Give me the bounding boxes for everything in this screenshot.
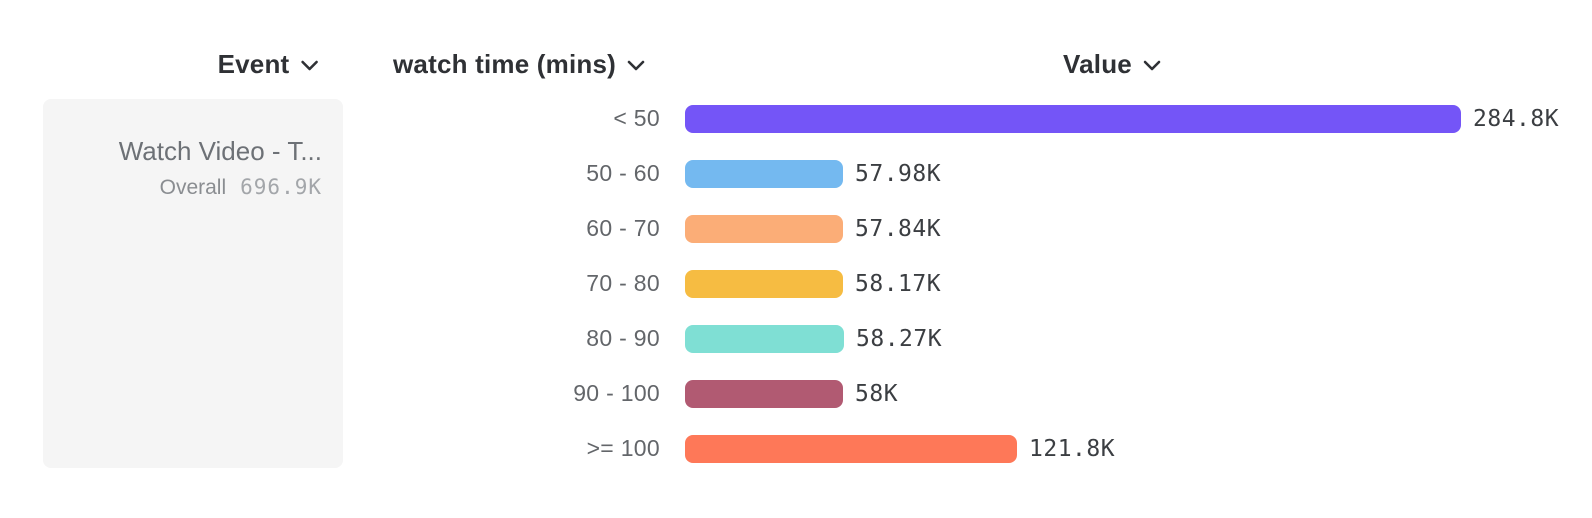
- bar-segment[interactable]: [685, 324, 844, 353]
- bar-chart-row: 60 - 70 57.84K: [0, 201, 941, 256]
- bar-chart-row: 70 - 80 58.17K: [0, 256, 941, 311]
- bucket-label: 80 - 90: [586, 325, 660, 351]
- bar-segment[interactable]: [685, 214, 843, 243]
- bucket-label: 60 - 70: [586, 215, 660, 241]
- bar-value-label: 58.27K: [856, 325, 943, 352]
- value-column-header[interactable]: Value: [1063, 49, 1161, 79]
- breakdown-column-label: watch time (mins): [393, 48, 616, 79]
- chevron-down-icon: [627, 60, 645, 71]
- bar-chart-row: 90 - 100 58K: [0, 366, 898, 421]
- bar-value-label: 121.8K: [1029, 435, 1116, 462]
- bucket-label: 90 - 100: [573, 380, 660, 406]
- bar-value-label: 58K: [855, 380, 899, 407]
- bar-chart-row: 80 - 90 58.27K: [0, 311, 942, 366]
- event-name: Watch Video - T...: [118, 136, 322, 166]
- bar-segment[interactable]: [685, 104, 1461, 133]
- event-column-label: Event: [217, 48, 290, 79]
- bucket-label: 70 - 80: [586, 270, 660, 296]
- bucket-label: < 50: [613, 105, 660, 131]
- event-column-header[interactable]: Event: [218, 49, 319, 79]
- bar-chart-row: 50 - 60 57.98K: [0, 146, 941, 201]
- bar-value-label: 57.84K: [855, 215, 942, 242]
- bar-segment[interactable]: [685, 159, 843, 188]
- bar-segment[interactable]: [685, 434, 1017, 463]
- breakdown-column-header[interactable]: watch time (mins): [393, 49, 645, 79]
- bar-value-label: 58.17K: [855, 270, 942, 297]
- overall-label: Overall: [159, 175, 227, 199]
- chevron-down-icon: [1143, 60, 1161, 71]
- bar-value-label: 284.8K: [1473, 105, 1560, 132]
- bucket-label: 50 - 60: [586, 160, 660, 186]
- value-column-label: Value: [1063, 48, 1132, 79]
- overall-value: 696.9K: [240, 174, 322, 199]
- bar-value-label: 57.98K: [855, 160, 942, 187]
- bar-chart-row: < 50 284.8K: [0, 91, 1559, 146]
- bar-segment[interactable]: [685, 379, 843, 408]
- event-overall-row: Overall 696.9K: [59, 175, 322, 200]
- bucket-label: >= 100: [586, 435, 660, 461]
- event-summary-card[interactable]: Watch Video - T... Overall 696.9K: [43, 99, 343, 468]
- bar-segment[interactable]: [685, 269, 843, 298]
- bar-chart-row: >= 100 121.8K: [0, 421, 1115, 476]
- chevron-down-icon: [300, 60, 318, 71]
